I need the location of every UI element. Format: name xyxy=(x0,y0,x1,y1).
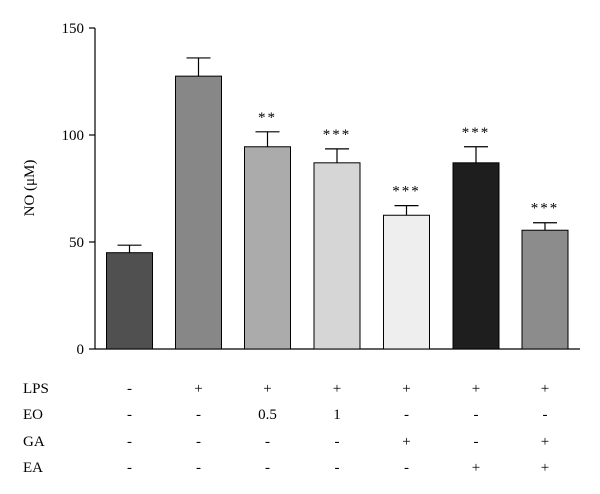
condition-value: - xyxy=(127,381,132,397)
condition-label: EO xyxy=(23,407,43,423)
condition-value: + xyxy=(541,460,549,476)
condition-value: - xyxy=(127,434,132,450)
significance-label: *** xyxy=(323,127,352,143)
condition-value: - xyxy=(196,460,201,476)
significance-label: *** xyxy=(462,125,491,141)
significance-label: *** xyxy=(531,201,560,217)
condition-value: - xyxy=(265,460,270,476)
condition-value: - xyxy=(474,434,479,450)
condition-value: + xyxy=(402,381,410,397)
y-tick-label: 50 xyxy=(69,235,84,251)
bar xyxy=(244,146,291,350)
condition-value: 1 xyxy=(333,407,341,423)
condition-value: + xyxy=(263,381,271,397)
condition-value: - xyxy=(196,407,201,423)
condition-value: - xyxy=(474,407,479,423)
condition-value: 0.5 xyxy=(258,407,277,423)
condition-value: - xyxy=(127,460,132,476)
condition-value: + xyxy=(472,381,480,397)
significance-label: *** xyxy=(392,184,421,200)
condition-table: LPS - + + + + + + EO - - 0.5 1 - - - GA - - - - + - + EA - - - - - + + xyxy=(23,381,549,476)
bars: ************** xyxy=(106,57,569,350)
condition-value: - xyxy=(404,407,409,423)
bar xyxy=(106,252,153,350)
y-tick-label: 0 xyxy=(77,342,85,358)
condition-value: + xyxy=(541,381,549,397)
condition-value: + xyxy=(541,434,549,450)
y-axis-label: NO (μM) xyxy=(22,160,38,217)
condition-value: - xyxy=(196,434,201,450)
condition-value: - xyxy=(335,460,340,476)
condition-value: - xyxy=(265,434,270,450)
condition-label: EA xyxy=(23,460,43,476)
condition-value: - xyxy=(127,407,132,423)
condition-label: LPS xyxy=(23,381,49,397)
condition-value: + xyxy=(472,460,480,476)
bar xyxy=(383,214,430,350)
condition-value: - xyxy=(335,434,340,450)
condition-value: - xyxy=(543,407,548,423)
condition-value: + xyxy=(194,381,202,397)
y-tick-label: 150 xyxy=(62,21,85,37)
condition-value: - xyxy=(404,460,409,476)
y-ticks: 0 50 100 150 xyxy=(62,21,95,358)
y-tick-label: 100 xyxy=(62,128,85,144)
condition-label: GA xyxy=(23,434,45,450)
bar xyxy=(452,162,500,350)
significance-label: ** xyxy=(258,110,277,126)
condition-value: + xyxy=(333,381,341,397)
bar xyxy=(175,75,222,350)
bar xyxy=(313,162,361,350)
condition-value: + xyxy=(402,434,410,450)
bar xyxy=(521,229,569,350)
